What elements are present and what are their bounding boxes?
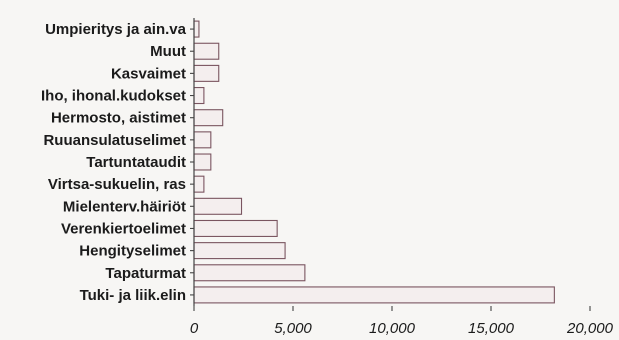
category-label: Tuki- ja liik.elin <box>80 287 186 304</box>
bar <box>193 286 555 304</box>
category-label: Kasvaimet <box>111 65 186 82</box>
category-label: Tartuntataudit <box>86 154 186 171</box>
category-label: Muut <box>150 43 186 60</box>
category-label: Hengityselimet <box>79 243 186 260</box>
bar <box>193 131 212 149</box>
x-tick-label: 10,000 <box>369 320 416 337</box>
category-label: Iho, ihonal.kudokset <box>41 88 186 105</box>
category-label: Mielenterv.häiriöt <box>63 198 186 215</box>
bar <box>193 109 224 127</box>
category-label: Verenkiertoelimet <box>61 220 186 237</box>
category-label: Tapaturmat <box>105 265 186 282</box>
category-label: Ruuansulatuselimet <box>43 132 186 149</box>
category-label: Hermosto, aistimet <box>51 110 186 127</box>
x-tick-label: 0 <box>190 320 199 337</box>
bar <box>193 219 278 237</box>
category-label: Virtsa-sukuelin, ras <box>48 176 186 193</box>
x-axis-ticks: 0 5,000 10,000 15,000 20,000 <box>190 28 614 337</box>
x-tick-label: 5,000 <box>274 320 312 337</box>
bar <box>193 153 212 171</box>
bar <box>193 64 220 82</box>
bar <box>193 242 286 260</box>
category-label: Umpieritys ja ain.va <box>45 21 187 38</box>
bar <box>193 175 205 193</box>
bar <box>193 264 306 282</box>
category-labels: Umpieritys ja ain.va Muut Kasvaimet Iho, ih… <box>41 21 187 304</box>
bar <box>193 42 220 60</box>
bar-group <box>193 20 555 304</box>
bar <box>193 87 205 105</box>
bar <box>193 20 200 38</box>
x-tick-label: 15,000 <box>468 320 515 337</box>
bar <box>193 197 243 215</box>
x-tick-label: 20,000 <box>566 320 614 337</box>
